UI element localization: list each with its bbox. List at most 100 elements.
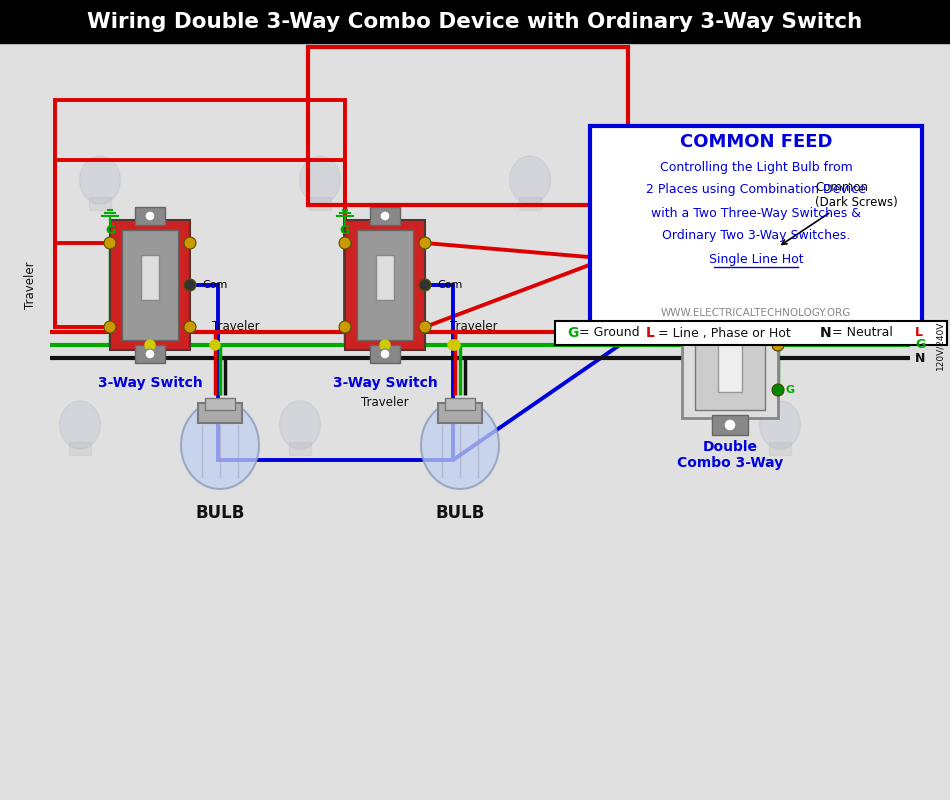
Text: Controlling the Light Bulb from: Controlling the Light Bulb from bbox=[659, 161, 852, 174]
Bar bbox=[308, 47, 628, 205]
Circle shape bbox=[773, 340, 783, 350]
Bar bbox=[198, 403, 242, 423]
Bar bbox=[135, 345, 165, 363]
Text: G: G bbox=[104, 223, 115, 237]
Text: Double
Combo 3-Way: Double Combo 3-Way bbox=[676, 440, 783, 470]
FancyBboxPatch shape bbox=[590, 126, 922, 330]
Text: N: N bbox=[820, 326, 831, 340]
Text: 120V/240V: 120V/240V bbox=[936, 320, 944, 370]
Circle shape bbox=[772, 296, 784, 308]
Text: N: N bbox=[915, 351, 925, 365]
Bar bbox=[520, 197, 541, 210]
Text: Com: Com bbox=[437, 280, 463, 290]
Circle shape bbox=[104, 321, 116, 333]
Circle shape bbox=[450, 340, 460, 350]
Circle shape bbox=[772, 384, 784, 396]
Bar bbox=[712, 185, 748, 205]
Circle shape bbox=[380, 349, 390, 359]
Circle shape bbox=[448, 340, 458, 350]
Circle shape bbox=[210, 340, 220, 350]
Text: G: G bbox=[340, 223, 351, 237]
Bar bbox=[712, 415, 748, 435]
Bar bbox=[205, 398, 235, 410]
Circle shape bbox=[419, 237, 431, 249]
Bar bbox=[310, 197, 331, 210]
Bar bbox=[141, 255, 159, 300]
Text: = Ground: = Ground bbox=[579, 326, 639, 339]
Ellipse shape bbox=[60, 401, 101, 449]
Bar bbox=[438, 403, 482, 423]
Text: Traveler: Traveler bbox=[24, 261, 36, 309]
Text: WWW.ELECTRICALTECHNOLOGY.ORG: WWW.ELECTRICALTECHNOLOGY.ORG bbox=[661, 308, 851, 318]
Circle shape bbox=[724, 189, 736, 201]
Text: Traveler: Traveler bbox=[443, 34, 493, 46]
Text: Single Line Hot: Single Line Hot bbox=[709, 253, 804, 266]
Text: BULB: BULB bbox=[196, 504, 245, 522]
Bar bbox=[770, 442, 790, 455]
Ellipse shape bbox=[181, 401, 259, 489]
Bar bbox=[0, 0, 950, 43]
Bar bbox=[122, 230, 178, 340]
Bar bbox=[445, 398, 475, 410]
Text: with a Two Three-Way Switches &: with a Two Three-Way Switches & bbox=[651, 206, 861, 219]
Bar bbox=[135, 207, 165, 225]
Text: G: G bbox=[786, 385, 795, 395]
Text: L: L bbox=[646, 326, 655, 340]
Circle shape bbox=[380, 211, 390, 221]
Text: Traveler: Traveler bbox=[450, 321, 498, 334]
Circle shape bbox=[184, 279, 196, 291]
Bar bbox=[370, 345, 400, 363]
Bar bbox=[345, 220, 425, 350]
Bar bbox=[682, 202, 778, 418]
Circle shape bbox=[339, 321, 351, 333]
Text: = Line , Phase or Hot: = Line , Phase or Hot bbox=[658, 326, 790, 339]
Text: G: G bbox=[915, 338, 925, 351]
Circle shape bbox=[380, 340, 390, 350]
Bar bbox=[718, 227, 742, 282]
Circle shape bbox=[104, 237, 116, 249]
Bar bbox=[290, 442, 311, 455]
Circle shape bbox=[772, 339, 784, 351]
Ellipse shape bbox=[421, 401, 499, 489]
Text: 3-Way Switch: 3-Way Switch bbox=[332, 376, 437, 390]
Circle shape bbox=[339, 237, 351, 249]
Circle shape bbox=[772, 224, 784, 236]
Circle shape bbox=[145, 349, 155, 359]
Bar bbox=[357, 230, 413, 340]
Ellipse shape bbox=[80, 156, 121, 204]
Circle shape bbox=[145, 340, 155, 350]
Ellipse shape bbox=[279, 401, 320, 449]
Circle shape bbox=[772, 259, 784, 271]
Text: 2 Places using Combination Device: 2 Places using Combination Device bbox=[646, 183, 866, 197]
Ellipse shape bbox=[509, 156, 550, 204]
Text: Ordinary Two 3-Way Switches.: Ordinary Two 3-Way Switches. bbox=[662, 230, 850, 242]
Ellipse shape bbox=[299, 156, 340, 204]
Circle shape bbox=[145, 211, 155, 221]
Text: BULB: BULB bbox=[435, 504, 484, 522]
Bar bbox=[695, 317, 765, 410]
Bar bbox=[555, 321, 947, 345]
Bar bbox=[779, 197, 801, 210]
Bar bbox=[718, 337, 742, 392]
Circle shape bbox=[724, 419, 736, 431]
Text: Wiring Double 3-Way Combo Device with Ordinary 3-Way Switch: Wiring Double 3-Way Combo Device with Or… bbox=[87, 12, 863, 32]
Bar bbox=[69, 442, 90, 455]
Text: L: L bbox=[915, 326, 923, 338]
Text: Com: Com bbox=[202, 280, 227, 290]
Bar bbox=[695, 210, 765, 305]
Text: Traveler: Traveler bbox=[361, 397, 408, 410]
Circle shape bbox=[419, 321, 431, 333]
Bar bbox=[370, 207, 400, 225]
Text: G: G bbox=[567, 326, 579, 340]
Text: Common
(Dark Screws): Common (Dark Screws) bbox=[782, 181, 898, 245]
Text: = Neutral: = Neutral bbox=[832, 326, 893, 339]
Text: COMMON FEED: COMMON FEED bbox=[680, 133, 832, 151]
Circle shape bbox=[419, 279, 431, 291]
Ellipse shape bbox=[770, 156, 810, 204]
Text: 3-Way Switch: 3-Way Switch bbox=[98, 376, 202, 390]
Bar bbox=[89, 197, 110, 210]
Bar bbox=[376, 255, 394, 300]
Bar bbox=[110, 220, 190, 350]
Text: Traveler: Traveler bbox=[212, 321, 259, 334]
Circle shape bbox=[184, 321, 196, 333]
